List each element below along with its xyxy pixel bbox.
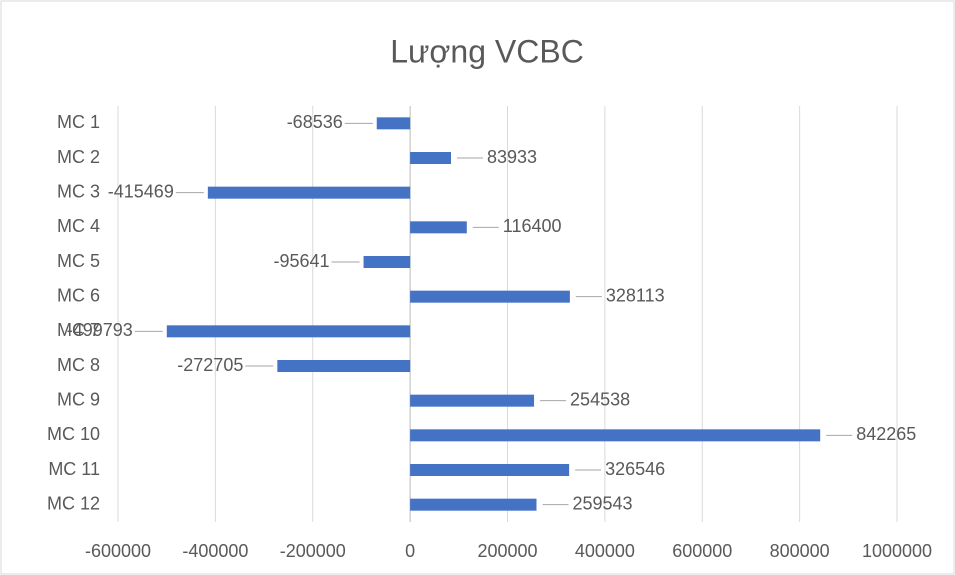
x-tick-label: 400000	[575, 541, 635, 561]
bar	[410, 152, 451, 164]
y-tick-label: MC 2	[57, 147, 100, 167]
bar	[410, 290, 570, 303]
chart-title: Lượng VCBC	[390, 33, 584, 69]
x-tick-label: 1000000	[862, 541, 932, 561]
y-tick-label: MC 5	[57, 251, 100, 271]
data-label: -95641	[273, 251, 329, 271]
x-tick-label: -400000	[182, 541, 248, 561]
x-tick-label: -200000	[280, 541, 346, 561]
bar	[410, 464, 570, 476]
bar	[166, 325, 411, 338]
y-tick-label: MC 3	[57, 181, 100, 201]
x-tick-label: 800000	[770, 541, 830, 561]
data-label: 83933	[487, 147, 537, 167]
x-tick-label: 600000	[672, 541, 732, 561]
bar	[277, 360, 411, 372]
bar	[376, 117, 411, 130]
y-tick-label: MC 7	[57, 320, 100, 340]
bar	[410, 498, 537, 511]
bar	[410, 429, 821, 442]
data-label: -272705	[177, 355, 243, 375]
x-tick-label: 200000	[477, 541, 537, 561]
data-label: 842265	[856, 424, 916, 444]
y-tick-label: MC 10	[47, 424, 100, 444]
data-label: -499793	[67, 320, 133, 340]
data-label: 116400	[503, 216, 562, 236]
y-tick-label: MC 4	[57, 216, 100, 236]
y-tick-label: MC 11	[48, 459, 100, 479]
bar	[410, 221, 467, 234]
y-tick-label: MC 6	[57, 285, 100, 305]
x-tick-label: 0	[405, 541, 415, 561]
bar	[363, 256, 411, 268]
bar	[410, 394, 535, 407]
data-label: 254538	[570, 389, 630, 409]
data-label: 259543	[572, 493, 632, 513]
bar	[207, 186, 411, 199]
y-tick-label: MC 9	[57, 389, 100, 409]
y-tick-label: MC 1	[57, 112, 100, 132]
y-tick-label: MC 12	[47, 493, 100, 513]
data-label: 328113	[606, 285, 665, 305]
data-label: 326546	[605, 459, 665, 479]
y-tick-label: MC 8	[57, 355, 100, 375]
data-label: -68536	[287, 112, 343, 132]
data-label: -415469	[108, 181, 174, 201]
x-tick-label: -600000	[85, 541, 151, 561]
